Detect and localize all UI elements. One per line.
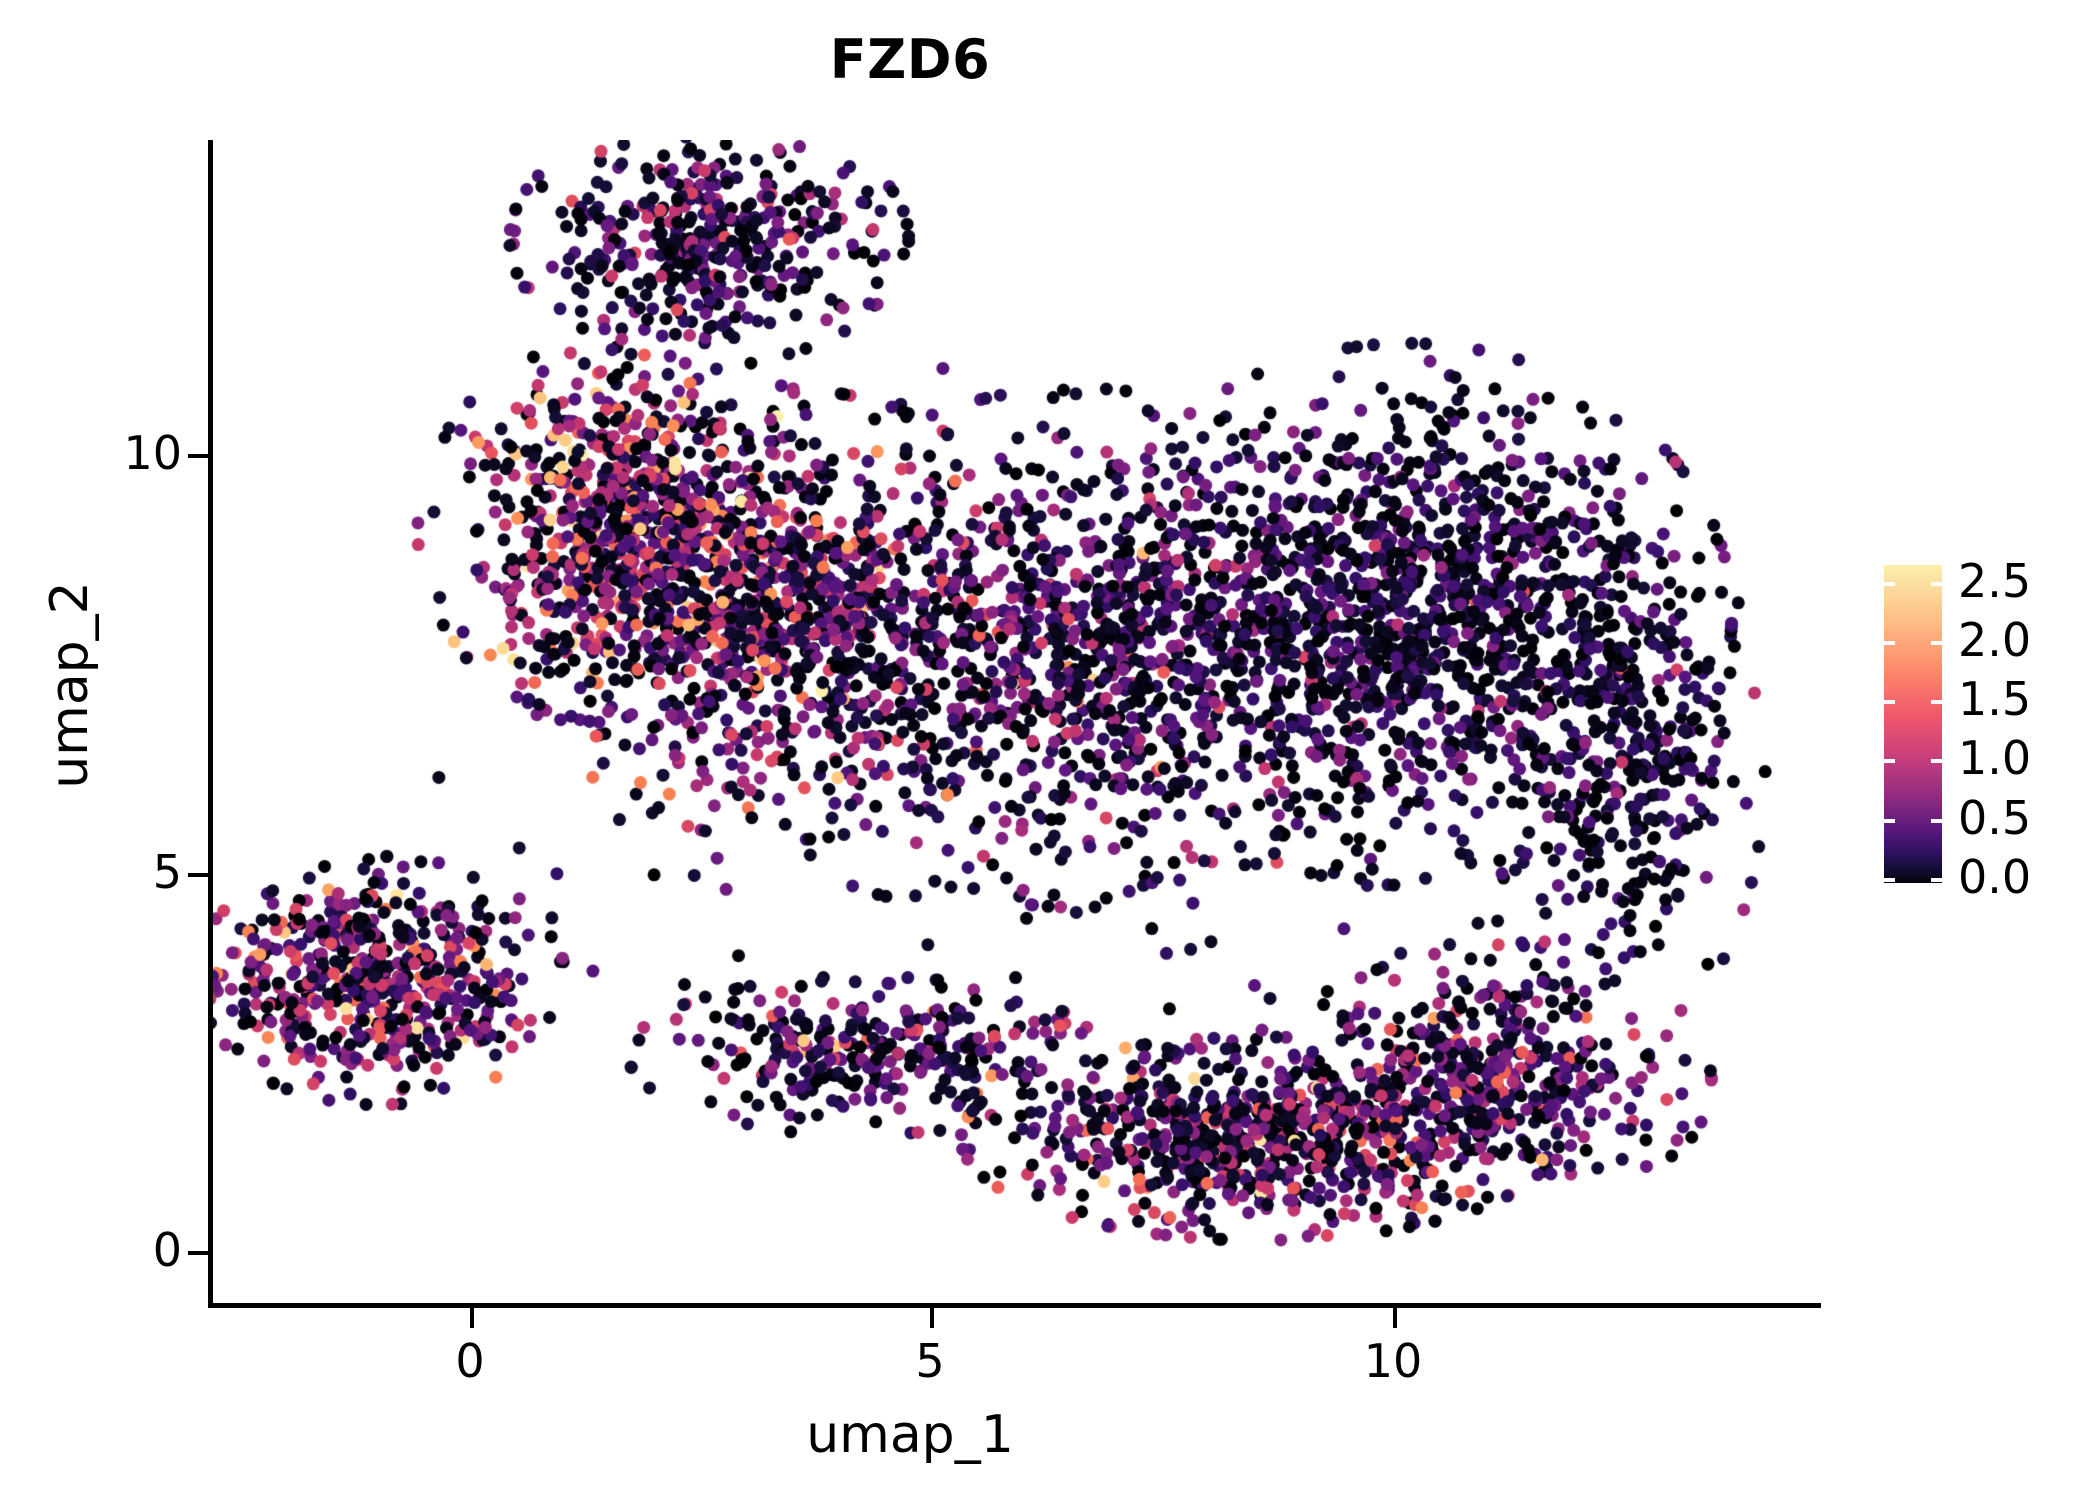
colorbar-tick-0-0-right	[1931, 878, 1942, 882]
colorbar-label-2-0: 2.0	[1958, 613, 2032, 667]
colorbar	[1884, 565, 1942, 883]
colorbar-tick-1-0-left	[1884, 759, 1895, 763]
colorbar-tick-0-5-left	[1884, 819, 1895, 823]
colorbar-tick-2-0-left	[1884, 641, 1895, 645]
x-tick-mark-0	[470, 1308, 474, 1328]
y-tick-mark-10	[188, 454, 208, 458]
page-title: FZD6	[829, 28, 991, 91]
colorbar-tick-1-0-right	[1931, 759, 1942, 763]
y-tick-label-10: 10	[123, 426, 182, 480]
y-tick-label-5: 5	[152, 845, 182, 899]
x-tick-mark-10	[1393, 1308, 1397, 1328]
colorbar-tick-1-5-left	[1884, 700, 1895, 704]
colorbar-tick-0-5-right	[1931, 819, 1942, 823]
colorbar-tick-0-0-left	[1884, 878, 1895, 882]
colorbar-label-1-0: 1.0	[1958, 731, 2032, 785]
y-axis-label: umap_2	[40, 581, 100, 789]
colorbar-tick-2-5-right	[1931, 582, 1942, 586]
colorbar-tick-1-5-right	[1931, 700, 1942, 704]
x-axis-spine	[208, 1303, 1821, 1308]
colorbar-label-2-5: 2.5	[1958, 554, 2032, 608]
colorbar-label-0-5: 0.5	[1958, 791, 2032, 845]
x-tick-label-5: 5	[915, 1334, 945, 1388]
x-tick-label-10: 10	[1363, 1334, 1423, 1388]
x-axis-label: umap_1	[806, 1405, 1014, 1465]
y-tick-label-0: 0	[152, 1223, 182, 1277]
colorbar-label-1-5: 1.5	[1958, 672, 2032, 726]
umap-scatter-canvas	[213, 140, 1821, 1305]
y-tick-mark-0	[188, 1251, 208, 1255]
colorbar-gradient	[1884, 565, 1942, 883]
colorbar-tick-2-5-left	[1884, 582, 1895, 586]
colorbar-tick-2-0-right	[1931, 641, 1942, 645]
x-tick-label-0: 0	[455, 1334, 485, 1388]
y-tick-mark-5	[188, 873, 208, 877]
y-axis-spine	[208, 140, 213, 1308]
x-tick-mark-5	[930, 1308, 934, 1328]
scatter-plot-area	[213, 140, 1821, 1305]
colorbar-label-0-0: 0.0	[1958, 850, 2032, 904]
